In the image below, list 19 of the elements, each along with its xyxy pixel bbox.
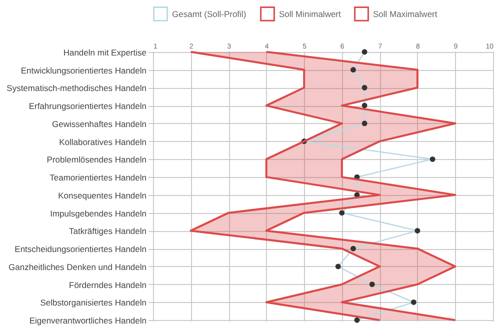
y-tick-label: Tatkräftiges Handeln	[69, 226, 147, 236]
y-tick-label: Systematisch-methodisches Handeln	[6, 83, 147, 94]
legend-label: Gesamt (Soll-Profil)	[172, 8, 246, 19]
y-tick-label: Erfahrungsorientiertes Handeln	[28, 101, 147, 112]
y-tick-label: Teamorientiertes Handeln	[50, 172, 147, 183]
y-tick-label: Kollaboratives Handeln	[59, 136, 147, 147]
legend-label: Soll Maximalwert	[373, 8, 438, 19]
y-tick-label: Handeln mit Expertise	[63, 47, 147, 58]
y-tick-label: Impulsgebendes Handeln	[50, 208, 147, 218]
y-tick-label: Selbstorganisiertes Handeln	[40, 298, 147, 308]
y-tick-label: Gewissenhaftes Handeln	[52, 118, 147, 129]
y-tick-label: Entscheidungsorientiertes Handeln	[14, 244, 147, 254]
y-tick-label: Förderndes Handeln	[69, 280, 147, 290]
y-tick-label: Problemlösendes Handeln	[46, 154, 147, 165]
y-tick-label: Eigenverantwortliches Handeln	[29, 316, 147, 326]
y-tick-label: Ganzheitliches Denken und Handeln	[8, 262, 147, 272]
y-tick-label: Entwicklungsorientiertes Handeln	[20, 65, 147, 76]
y-tick-label: Konsequentes Handeln	[58, 190, 147, 200]
legend-label: Soll Minimalwert	[279, 8, 342, 19]
